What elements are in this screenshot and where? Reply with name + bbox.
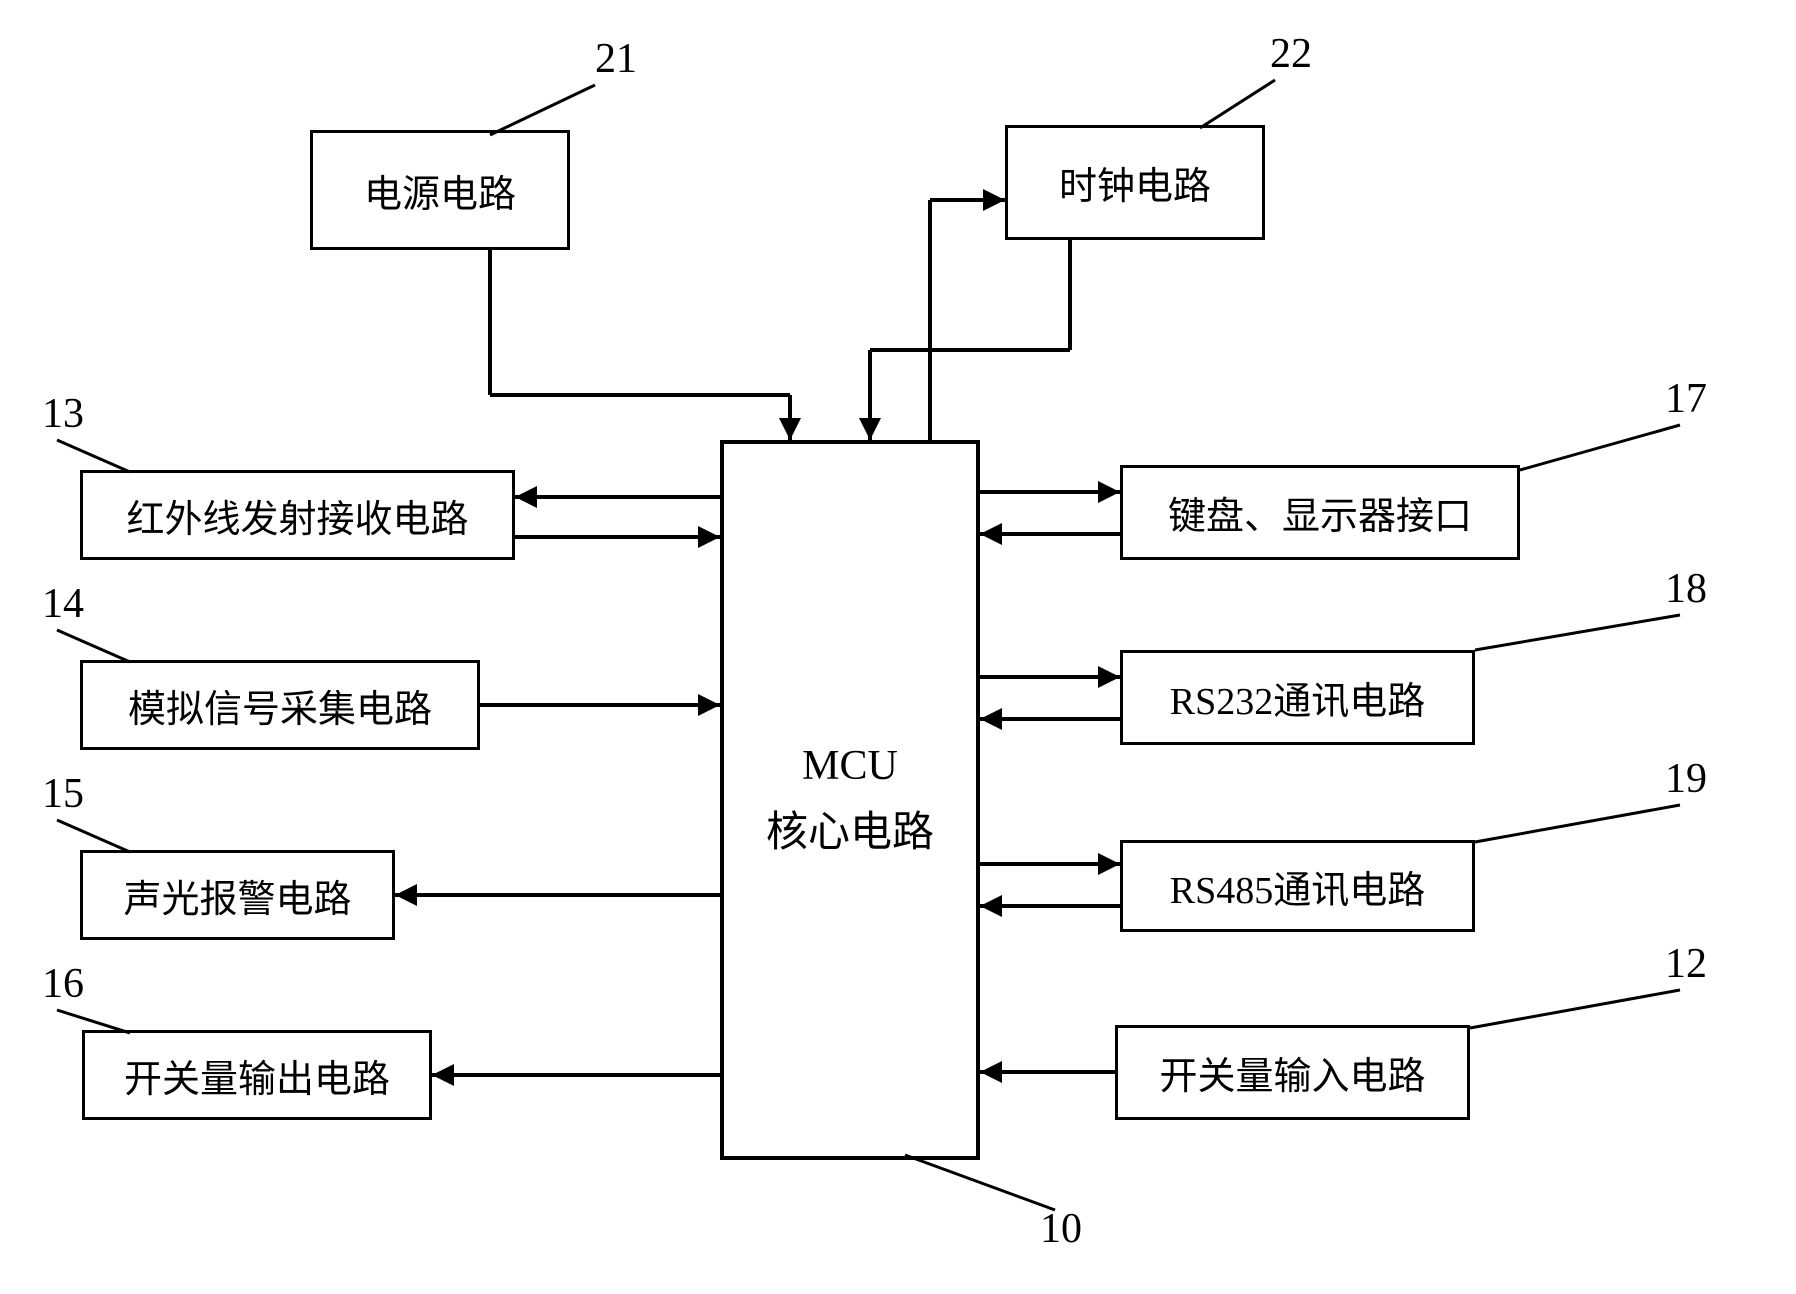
ref-label-21: 21 (595, 35, 637, 83)
ref-label-10: 10 (1040, 1205, 1082, 1253)
ref-label-13: 13 (42, 390, 84, 438)
block-17: 键盘、显示器接口 (1120, 465, 1520, 560)
ref-label-19: 19 (1665, 755, 1707, 803)
block-13: 红外线发射接收电路 (80, 470, 515, 560)
ref-label-15: 15 (42, 770, 84, 818)
block-diagram: MCU核心电路电源电路时钟电路红外线发射接收电路模拟信号采集电路声光报警电路开关… (0, 0, 1796, 1294)
block-21: 电源电路 (310, 130, 570, 250)
ref-label-12: 12 (1665, 940, 1707, 988)
ref-label-16: 16 (42, 960, 84, 1008)
block-18: RS232通讯电路 (1120, 650, 1475, 745)
block-12: 开关量输入电路 (1115, 1025, 1470, 1120)
block-16: 开关量输出电路 (82, 1030, 432, 1120)
ref-label-18: 18 (1665, 565, 1707, 613)
ref-label-14: 14 (42, 580, 84, 628)
block-14: 模拟信号采集电路 (80, 660, 480, 750)
block-22: 时钟电路 (1005, 125, 1265, 240)
mcu-line1: MCU (802, 743, 898, 789)
ref-label-17: 17 (1665, 375, 1707, 423)
mcu-line2: 核心电路 (766, 810, 934, 856)
mcu-core-block: MCU 核心电路 (720, 440, 980, 1160)
block-19: RS485通讯电路 (1120, 840, 1475, 932)
block-15: 声光报警电路 (80, 850, 395, 940)
ref-label-22: 22 (1270, 30, 1312, 78)
